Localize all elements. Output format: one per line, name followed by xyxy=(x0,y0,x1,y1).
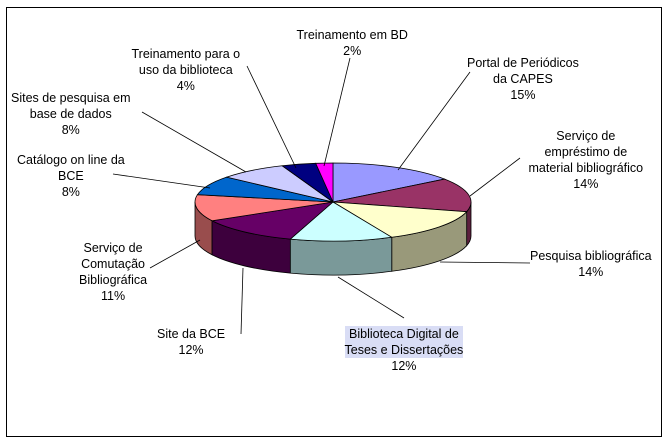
leader-line-3 xyxy=(337,276,405,319)
slice-label-text: Treinamento para o xyxy=(131,47,241,61)
slice-label-text: Serviço de xyxy=(556,129,616,143)
slice-label-text: base de dados xyxy=(29,107,112,121)
slice-label-text: Catálogo on line da xyxy=(17,153,125,167)
slice-label-text: Bibliográfica xyxy=(79,273,148,287)
slice-percent: 12% xyxy=(178,343,204,357)
pie-slice-4 xyxy=(210,201,335,240)
slice-label-text: Portal de Periódicos xyxy=(467,56,579,70)
slice-label-8: Treinamento para o uso da biblioteca 4% xyxy=(132,46,241,94)
pie-slice-3 xyxy=(289,201,393,242)
slice-percent: 14% xyxy=(578,265,604,279)
leader-line-2 xyxy=(439,261,531,264)
slice-label-text: Site da BCE xyxy=(157,327,226,341)
slice-label-3: Biblioteca Digital de Teses e Dissertaçõe… xyxy=(344,326,464,374)
leader-line-0 xyxy=(397,71,471,171)
slice-percent: 12% xyxy=(391,359,417,373)
slice-label-text: BCE xyxy=(58,169,84,183)
slice-percent: 4% xyxy=(176,79,195,93)
slice-label-text: Teses e Dissertações xyxy=(344,342,464,358)
pie-slice-5 xyxy=(194,194,334,222)
leader-line-8 xyxy=(246,65,297,169)
leader-line-5 xyxy=(149,239,201,269)
leader-line-4 xyxy=(240,267,244,335)
slice-label-text: Sites de pesquisa em xyxy=(11,91,131,105)
pie-slice-2 xyxy=(332,201,468,238)
slice-percent: 2% xyxy=(343,44,362,58)
slice-label-text: da CAPES xyxy=(493,72,553,86)
slice-label-text: Comutação xyxy=(81,257,146,271)
slice-percent: 8% xyxy=(61,123,80,137)
slice-percent: 8% xyxy=(61,185,80,199)
slice-label-text: Biblioteca Digital de xyxy=(344,326,464,342)
leader-line-9 xyxy=(323,57,351,167)
slice-label-5: Serviço de Comutação Bibliográfica 11% xyxy=(79,240,147,304)
slice-label-text: Pesquisa bibliográfica xyxy=(530,249,652,263)
leader-line-7 xyxy=(141,111,247,173)
leader-line-1 xyxy=(469,157,521,197)
slice-percent: 11% xyxy=(101,289,126,303)
pie-slice-1 xyxy=(332,178,472,213)
slice-label-4: Site da BCE 12% xyxy=(157,326,225,358)
slice-percent: 14% xyxy=(573,177,599,191)
slice-label-text: uso da biblioteca xyxy=(138,63,233,77)
slice-label-2: Pesquisa bibliográfica 14% xyxy=(530,248,652,280)
slice-label-9: Treinamento em BD 2% xyxy=(297,27,408,59)
slice-label-text: Treinamento em BD xyxy=(296,28,408,42)
slice-label-7: Sites de pesquisa em base de dados 8% xyxy=(11,90,131,138)
pie-side-3 xyxy=(289,236,393,276)
slice-label-text: Serviço de xyxy=(83,241,143,255)
slice-percent: 15% xyxy=(510,88,536,102)
slice-label-6: Catálogo on line da BCE 8% xyxy=(17,152,125,200)
slice-label-0: Portal de Periódicos da CAPES 15% xyxy=(467,55,579,103)
leader-line-6 xyxy=(112,173,211,189)
slice-label-1: Serviço de empréstimo de material bibliogr… xyxy=(529,128,644,192)
slice-label-text: material bibliográfico xyxy=(528,161,644,175)
pie-slice-0 xyxy=(332,162,447,203)
slice-label-text: empréstimo de xyxy=(544,145,628,159)
